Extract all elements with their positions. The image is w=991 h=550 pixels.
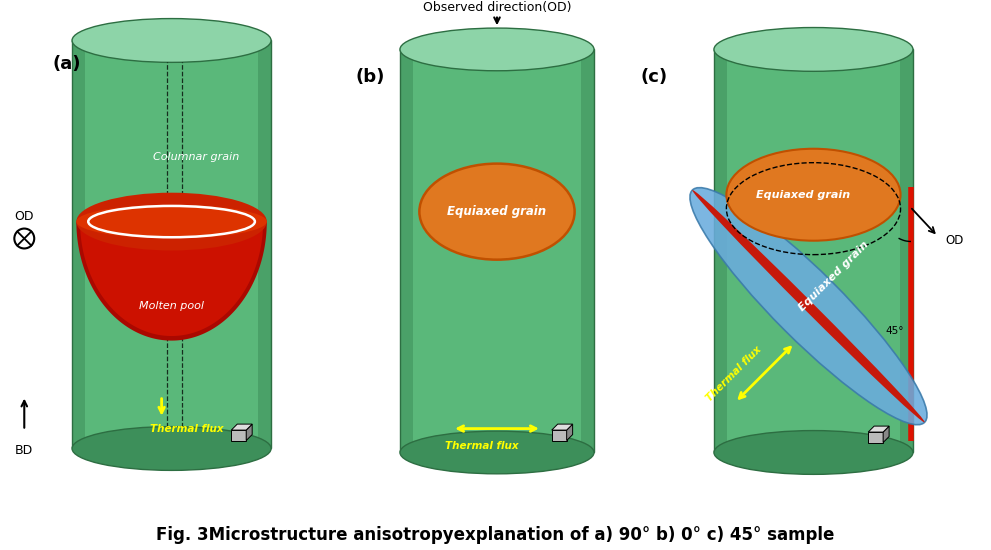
Ellipse shape [419, 163, 575, 260]
Text: Thermal flux: Thermal flux [150, 424, 223, 433]
Text: Thermal flux: Thermal flux [705, 344, 763, 403]
Text: (a): (a) [53, 56, 81, 73]
Polygon shape [714, 50, 726, 453]
Ellipse shape [726, 148, 901, 241]
Ellipse shape [76, 205, 267, 239]
Circle shape [14, 229, 35, 249]
Text: BD: BD [15, 444, 34, 457]
Text: Thermal flux: Thermal flux [445, 441, 519, 450]
Polygon shape [246, 424, 252, 441]
Text: Equiaxed grain: Equiaxed grain [756, 190, 850, 200]
Polygon shape [900, 50, 913, 453]
Polygon shape [552, 424, 573, 430]
Text: Molten pool: Molten pool [139, 301, 204, 311]
Text: Fig. 3Microstructure anisotropyexplanation of a) 90° b) 0° c) 45° sample: Fig. 3Microstructure anisotropyexplanati… [156, 526, 834, 544]
Polygon shape [868, 432, 883, 443]
Polygon shape [552, 430, 567, 441]
Polygon shape [76, 222, 267, 340]
Ellipse shape [714, 28, 913, 72]
Polygon shape [567, 424, 573, 441]
Ellipse shape [76, 192, 267, 250]
Text: OD: OD [15, 210, 34, 223]
Polygon shape [80, 222, 264, 336]
Polygon shape [400, 50, 412, 453]
Polygon shape [72, 41, 272, 448]
Ellipse shape [72, 19, 272, 62]
Polygon shape [714, 50, 913, 453]
Polygon shape [868, 426, 889, 432]
Text: Equiaxed grain: Equiaxed grain [797, 239, 870, 313]
Polygon shape [582, 50, 594, 453]
Ellipse shape [714, 431, 913, 474]
Polygon shape [258, 41, 272, 448]
Polygon shape [400, 50, 594, 453]
Ellipse shape [72, 427, 272, 470]
Text: Columnar grain: Columnar grain [154, 152, 240, 162]
Text: OD: OD [945, 234, 964, 247]
Text: Equiaxed grain: Equiaxed grain [447, 205, 547, 218]
Ellipse shape [693, 190, 925, 422]
Polygon shape [72, 41, 85, 448]
Text: (b): (b) [356, 68, 385, 86]
Ellipse shape [400, 28, 594, 71]
Text: 45°: 45° [886, 326, 905, 336]
Polygon shape [231, 430, 246, 441]
Text: (c): (c) [640, 68, 668, 86]
Text: Observed direction(OD): Observed direction(OD) [423, 1, 571, 14]
Ellipse shape [400, 431, 594, 474]
Polygon shape [883, 426, 889, 443]
Ellipse shape [690, 188, 927, 425]
Polygon shape [231, 424, 252, 430]
